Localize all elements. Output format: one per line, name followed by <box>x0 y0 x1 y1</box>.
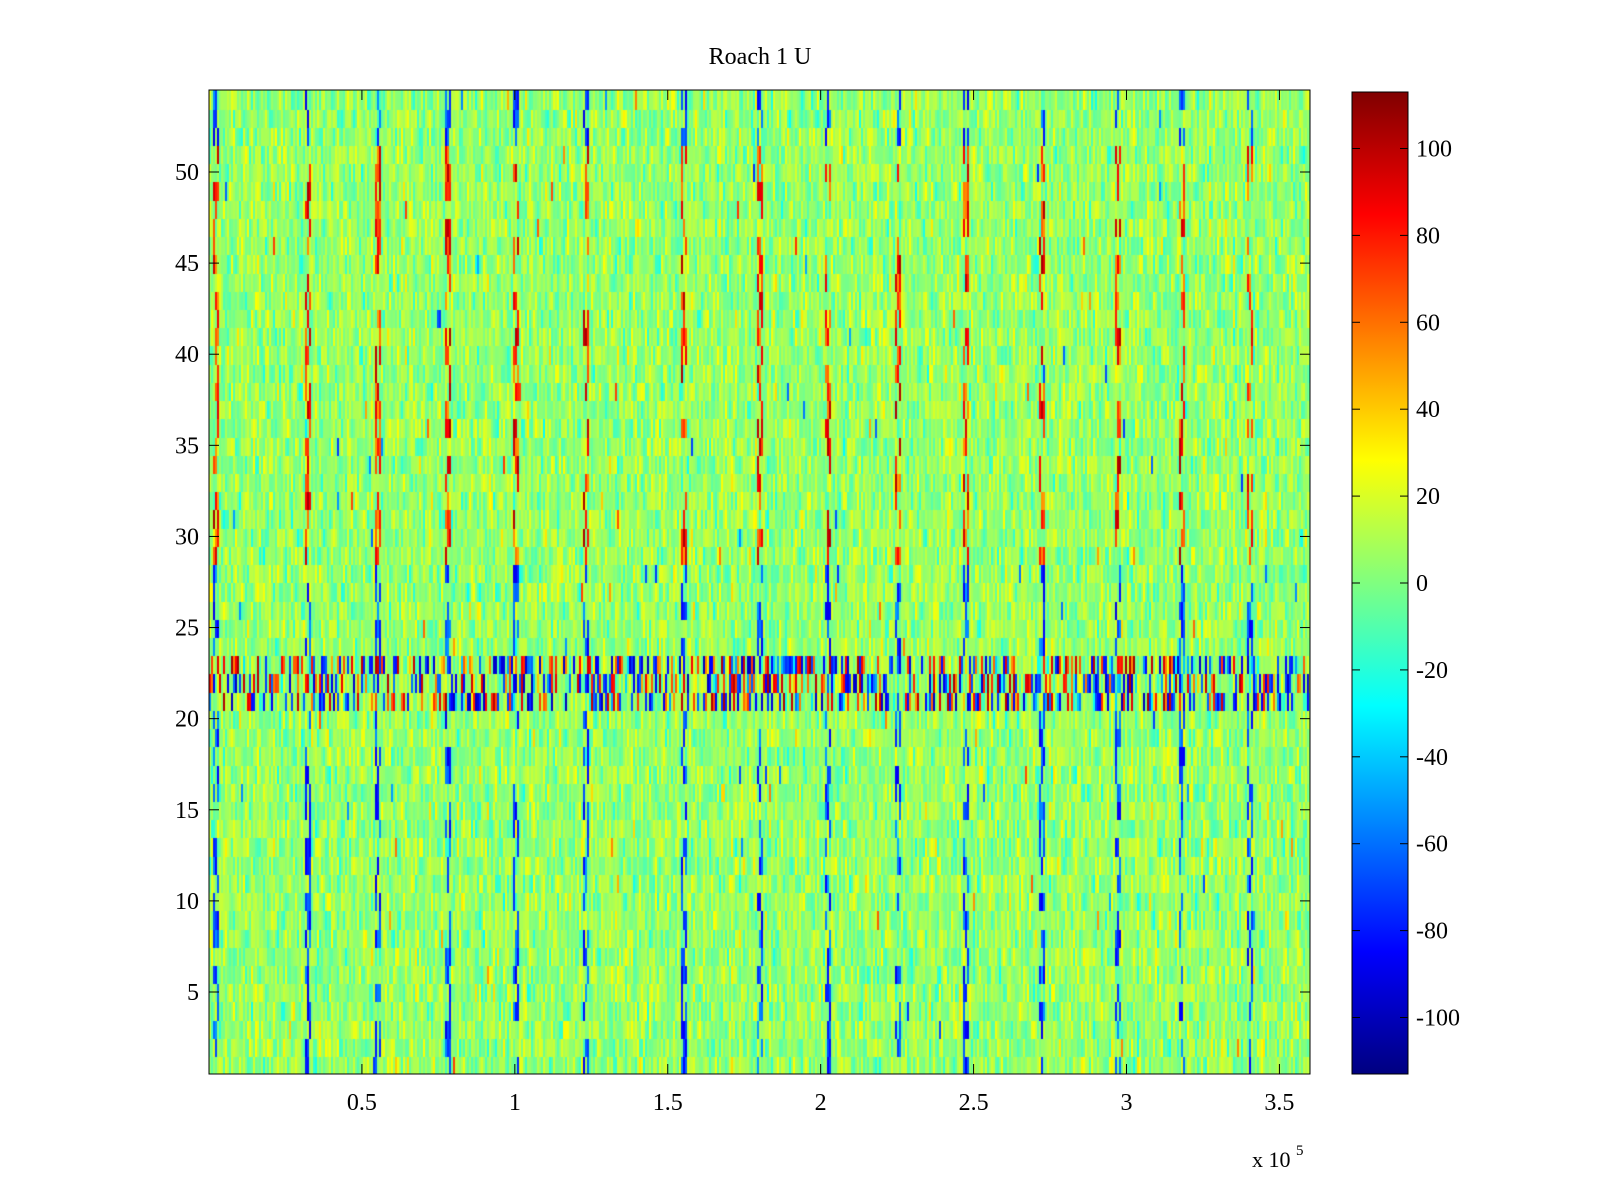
colorbar-tick-label: -20 <box>1416 658 1448 684</box>
colorbar-tick-label: -60 <box>1416 832 1448 858</box>
heatmap-image <box>209 90 1310 1074</box>
x-tick-label: 2.5 <box>959 1090 989 1116</box>
y-tick-label: 40 <box>175 342 199 368</box>
x-tick-label: 0.5 <box>347 1090 377 1116</box>
x-exponent-base: x 10 <box>1252 1147 1291 1172</box>
x-axis: 0.5 1 1.5 2 2.5 3 3.5 <box>347 90 1294 1116</box>
heatmap-cells <box>209 90 1310 1074</box>
y-tick-label: 25 <box>175 616 199 642</box>
y-tick-label: 45 <box>175 251 199 277</box>
y-tick-label: 5 <box>187 980 199 1006</box>
y-tick-label: 10 <box>175 889 199 915</box>
x-tick-label: 2 <box>815 1090 827 1116</box>
colorbar-tick-label: 20 <box>1416 484 1440 510</box>
colorbar-tick-label: 40 <box>1416 397 1440 423</box>
colorbar <box>1351 91 1409 1075</box>
x-tick-label: 3.5 <box>1264 1090 1294 1116</box>
x-tick-label: 1.5 <box>653 1090 683 1116</box>
colorbar-tick-label: -100 <box>1416 1006 1460 1032</box>
y-tick-label: 15 <box>175 798 199 824</box>
x-exponent-power: 5 <box>1296 1143 1304 1159</box>
colorbar-tick-label: 80 <box>1416 223 1440 249</box>
y-tick-label: 20 <box>175 707 199 733</box>
y-axis: 5 10 15 20 25 30 35 40 45 50 <box>175 160 1310 1006</box>
chart-title: Roach 1 U <box>709 44 812 70</box>
colorbar-ticks: 100 80 60 40 20 0 -20 -40 -60 -80 -100 <box>1352 136 1460 1032</box>
plot-frame <box>208 89 1311 1075</box>
x-exponent-label: x 10 5 <box>1252 1143 1304 1172</box>
colorbar-tick-label: 0 <box>1416 571 1428 597</box>
y-tick-label: 30 <box>175 524 199 550</box>
x-tick-label: 3 <box>1121 1090 1133 1116</box>
colorbar-tick-label: 100 <box>1416 136 1452 162</box>
y-tick-label: 50 <box>175 160 199 186</box>
colorbar-tick-label: -80 <box>1416 919 1448 945</box>
y-tick-label: 35 <box>175 433 199 459</box>
colorbar-tick-label: 60 <box>1416 310 1440 336</box>
x-tick-label: 1 <box>509 1090 521 1116</box>
colorbar-tick-label: -40 <box>1416 745 1448 771</box>
